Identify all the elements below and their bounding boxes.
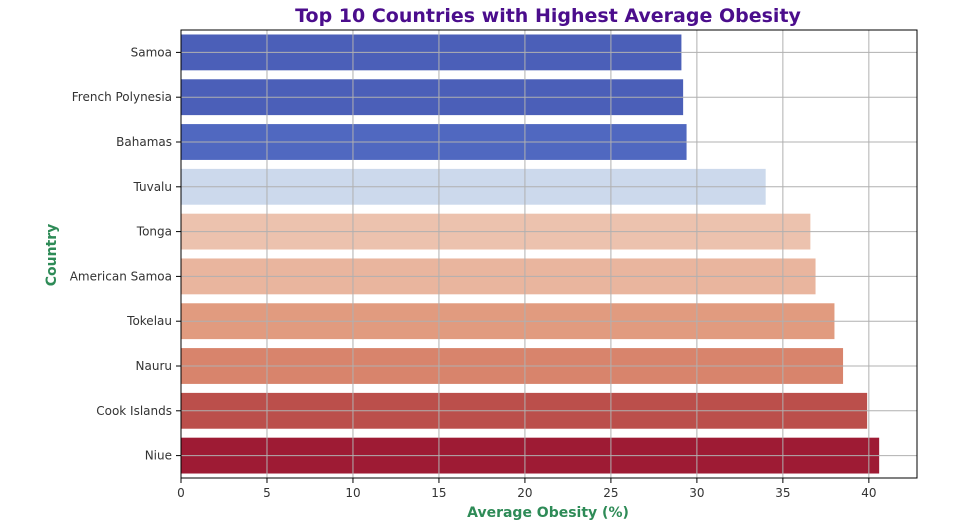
x-tick-label: 40 (861, 486, 876, 500)
x-axis-label: Average Obesity (%) (467, 505, 629, 521)
x-tick-label: 35 (775, 486, 790, 500)
y-axis-label: Country (44, 224, 60, 287)
y-tick-label: Samoa (131, 45, 172, 59)
plot-frame (180, 29, 918, 479)
y-tick-label: Nauru (136, 359, 172, 373)
y-tick-label: Cook Islands (96, 404, 172, 418)
x-tick-label: 30 (689, 486, 704, 500)
y-tick-label: Tonga (136, 225, 172, 239)
y-tick-label: Niue (145, 449, 172, 463)
plot-area: 0 5 10 15 20 25 30 35 40 Samoa French Polynesia Bah… (70, 29, 918, 500)
x-tick-label: 0 (177, 486, 185, 500)
chart-title: Top 10 Countries with Highest Average Ob… (295, 5, 801, 27)
y-tick-label: Bahamas (116, 135, 172, 149)
x-tick-label: 10 (345, 486, 360, 500)
y-tick-label: Tokelau (126, 314, 172, 328)
x-tick-label: 5 (263, 486, 271, 500)
x-tick-label: 25 (603, 486, 618, 500)
x-tick-label: 15 (431, 486, 446, 500)
y-tick-label: French Polynesia (72, 90, 172, 104)
y-tick-label: Tuvalu (132, 180, 172, 194)
x-tick-label: 20 (517, 486, 532, 500)
y-tick-label: American Samoa (70, 269, 172, 283)
